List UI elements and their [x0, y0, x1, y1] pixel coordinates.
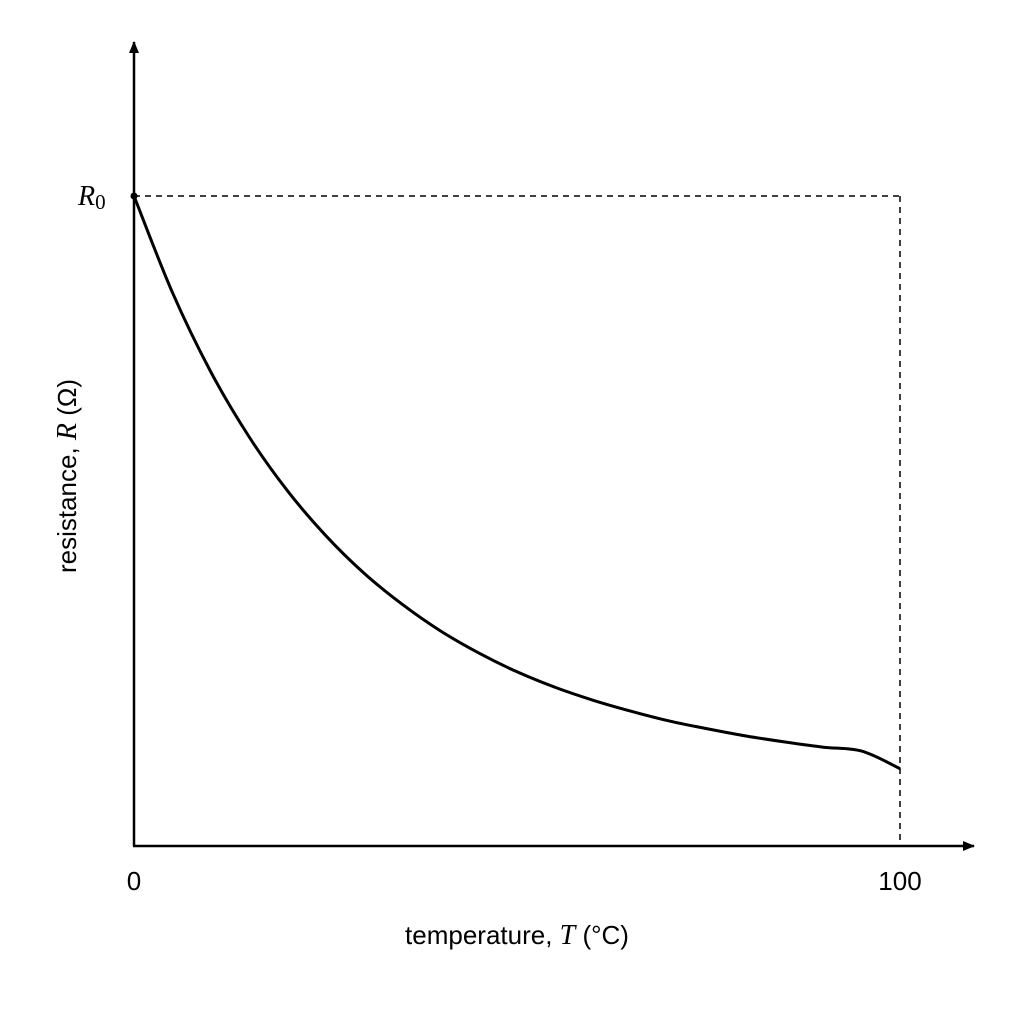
- x-axis-label: temperature, T (°C): [405, 920, 629, 951]
- r0-data-point: [130, 192, 138, 200]
- r0-label: R0: [77, 181, 106, 214]
- x-tick-label-0: 0: [127, 866, 141, 896]
- resistance-curve: [132, 195, 901, 771]
- x-tick-label-100: 100: [878, 866, 921, 896]
- y-axis-label: resistance, R (Ω): [52, 379, 83, 573]
